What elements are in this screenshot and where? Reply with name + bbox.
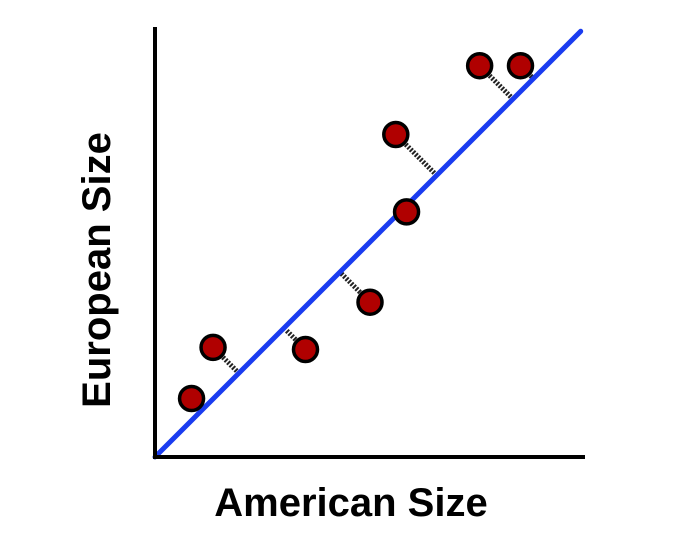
axes [153, 27, 585, 459]
y-axis-label: European Size [75, 132, 119, 408]
x-axis-label: American Size [214, 481, 487, 525]
data-point [356, 288, 384, 316]
residual-line [518, 63, 536, 81]
data-point [382, 120, 410, 149]
residual-line [211, 345, 241, 375]
data-point [291, 335, 320, 364]
data-point [177, 384, 206, 413]
fit-line [152, 28, 584, 460]
data-point [465, 51, 494, 80]
point-layer [177, 51, 535, 413]
residual-layer [189, 63, 536, 412]
data-point [392, 198, 421, 226]
data-point [199, 333, 227, 362]
data-point [506, 51, 535, 80]
residual-line [394, 132, 439, 178]
